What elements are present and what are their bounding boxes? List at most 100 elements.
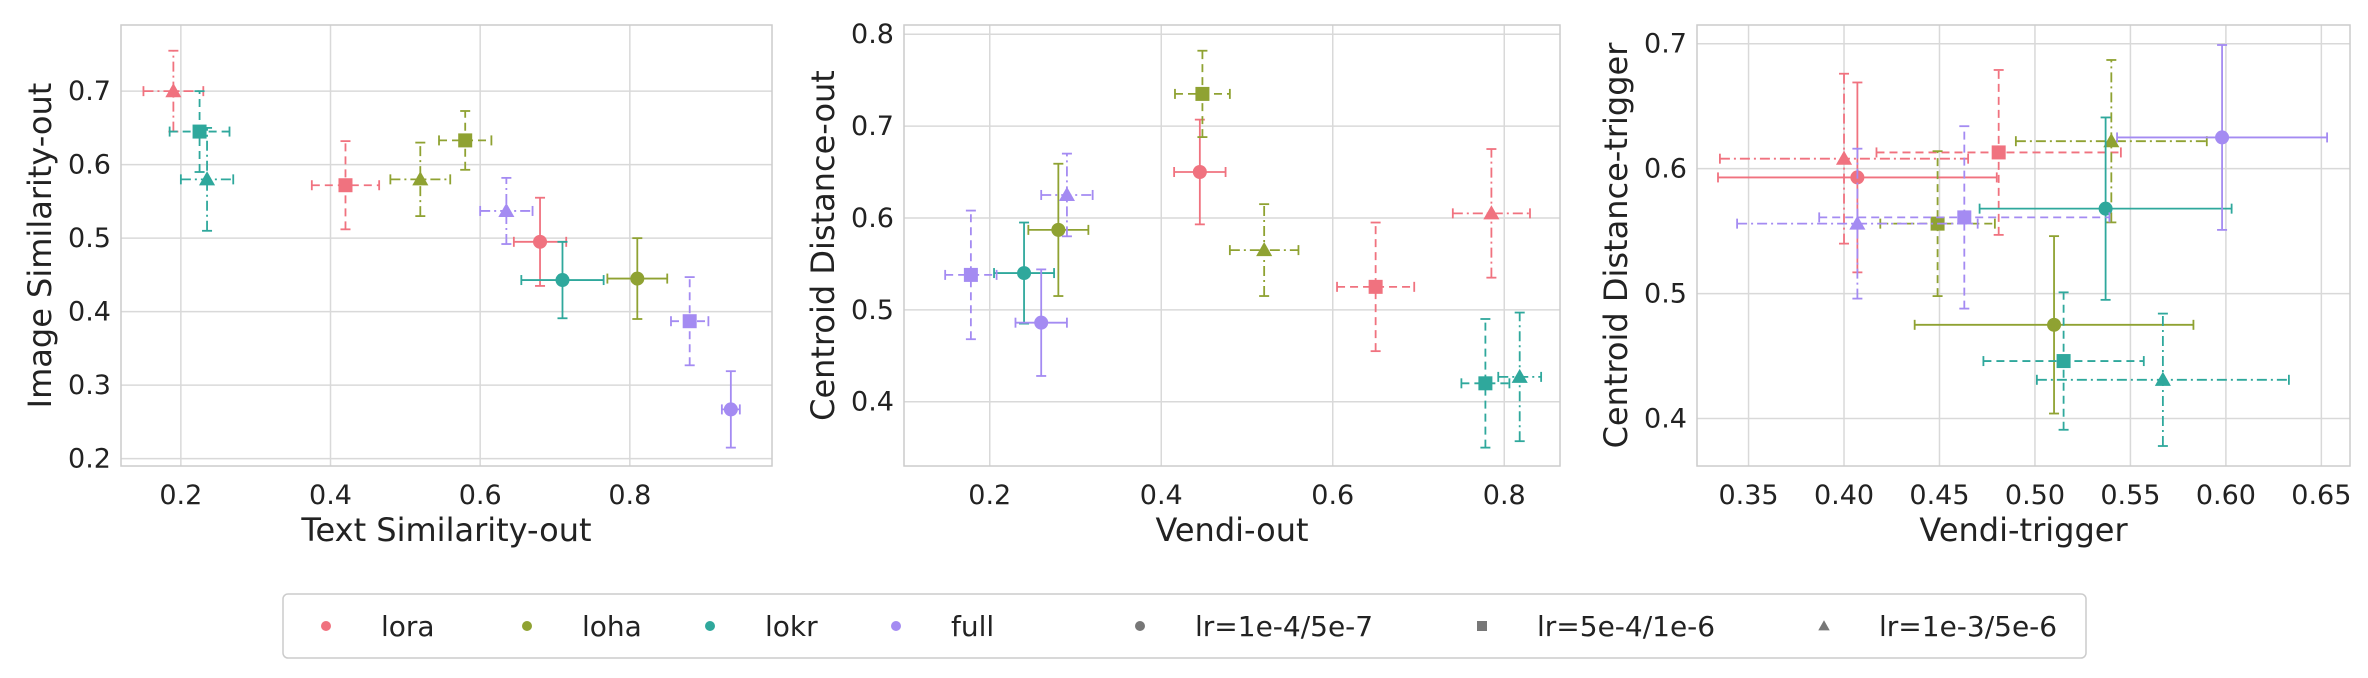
triangle-marker [1835,150,1853,165]
y-tick-label: 0.5 [1644,279,1687,310]
legend-label: lr=1e-3/5e-6 [1879,610,2057,643]
data-point-loha [1027,162,1090,297]
triangle-marker [199,171,216,186]
data-point-full [670,276,710,367]
chart-panel-1: 0.2 0.4 0.6 0.8 0.2 0.3 0.4 0.5 0.6 0.7 Text Simil… [21,24,773,549]
circle-marker [2215,130,2230,145]
y-axis-label: Image Similarity-out [21,83,59,409]
y-tick-label: 0.4 [851,387,894,418]
data-point-lokr [1497,311,1543,443]
legend-label: lr=5e-4/1e-6 [1537,610,1715,643]
square-marker [1991,145,2006,160]
y-tick-label: 0.5 [68,223,111,254]
legend-label: lr=1e-4/5e-7 [1195,610,1373,643]
circle-marker [630,271,645,286]
legend-entry: lr=5e-4/1e-6 [1477,610,1715,643]
triangle-marker [1256,242,1273,257]
square-marker [2056,354,2071,369]
chart-panel-2: 0.2 0.4 0.6 0.8 0.4 0.5 0.6 0.7 0.8 Vendi-out Cent… [804,19,1561,549]
plot-area [121,25,772,466]
y-tick-label: 0.6 [851,203,894,234]
square-marker [682,314,697,329]
x-tick-label: 0.4 [1140,480,1183,511]
data-point-loha [389,141,452,218]
y-tick-label: 0.4 [68,297,111,328]
legend-label: lora [381,610,435,643]
plot-area [1697,25,2350,466]
data-point-lokr [993,221,1055,325]
square-marker [1195,86,1210,101]
square-marker [458,133,473,148]
circle-marker [1017,266,1032,281]
x-tick-label: 0.50 [2005,480,2065,511]
legend-square-marker [1477,621,1487,631]
x-axis-label: Text Similarity-out [300,511,591,549]
plot-area [904,25,1560,466]
data-point-lokr [168,90,231,173]
data-point-full [1014,268,1068,377]
triangle-marker [498,202,515,217]
y-axis-label: Centroid Distance-trigger [1597,42,1635,449]
y-tick-label: 0.5 [851,295,894,326]
square-marker [192,124,207,139]
data-point-lora [1875,69,2122,236]
data-point-full [720,370,741,449]
circle-marker [1192,165,1207,179]
x-tick-label: 0.45 [1909,480,1969,511]
chart-panel-3: 0.35 0.40 0.45 0.50 0.55 0.60 0.65 0.4 0.5 0.6 0.7… [1597,24,2351,549]
legend-entry: lokr [705,610,818,643]
y-tick-label: 0.2 [68,444,111,475]
data-point-full [2116,44,2328,231]
x-tick-label: 0.65 [2291,480,2351,511]
y-tick-label: 0.7 [851,111,894,142]
data-point-lokr [1978,116,2233,301]
x-tick-label: 0.6 [1311,480,1354,511]
x-tick-label: 0.35 [1718,480,1778,511]
data-point-full [1818,125,2111,310]
square-marker [1368,279,1383,294]
chart-panels: 0.2 0.4 0.6 0.8 0.2 0.3 0.4 0.5 0.6 0.7 Text Simil… [21,19,2351,549]
data-point-full [479,176,534,245]
legend-circle-marker [1135,621,1145,631]
circle-marker [533,234,548,249]
x-tick-label: 0.2 [159,480,202,511]
plot-frame [120,24,773,467]
x-tick-label: 0.8 [608,480,651,511]
y-axis-label: Centroid Distance-out [804,70,842,421]
triangle-marker [1483,205,1500,220]
data-point-loha [438,110,493,171]
plot-frame [1696,24,2351,467]
triangle-marker [1849,215,1866,230]
triangle-marker [2103,133,2120,148]
triangle-marker [2154,371,2171,386]
x-axis-label: Vendi-out [1155,511,1308,549]
data-point-full [1040,152,1094,238]
legend-entry: lr=1e-3/5e-6 [1818,610,2057,643]
legend-label: lokr [765,610,818,643]
legend-triangle-marker [1818,620,1830,631]
legend-label: loha [582,610,642,643]
x-tick-label: 0.60 [2196,480,2256,511]
circle-marker [1051,222,1066,237]
circle-marker [2047,317,2062,332]
y-tick-label: 0.6 [68,150,111,181]
y-tick-label: 0.6 [1644,154,1687,185]
y-tick-label: 0.3 [68,370,111,401]
square-marker [963,267,978,282]
y-tick-label: 0.4 [1644,404,1687,435]
square-marker [1957,210,1972,225]
circle-marker [723,402,738,417]
data-point-lokr [2035,312,2290,447]
legend-swatch [321,621,331,631]
y-tick-label: 0.7 [68,76,111,107]
square-marker [1478,376,1493,391]
x-axis-label: Vendi-trigger [1919,511,2128,549]
y-tick-label: 0.8 [851,19,894,50]
y-tick-label: 0.7 [1644,29,1687,60]
data-point-loha [1228,203,1300,297]
data-point-loha [1174,49,1231,138]
data-point-lokr [1460,318,1511,449]
data-point-full [944,209,998,341]
legend-swatch [522,621,532,631]
data-point-loha [606,237,669,320]
